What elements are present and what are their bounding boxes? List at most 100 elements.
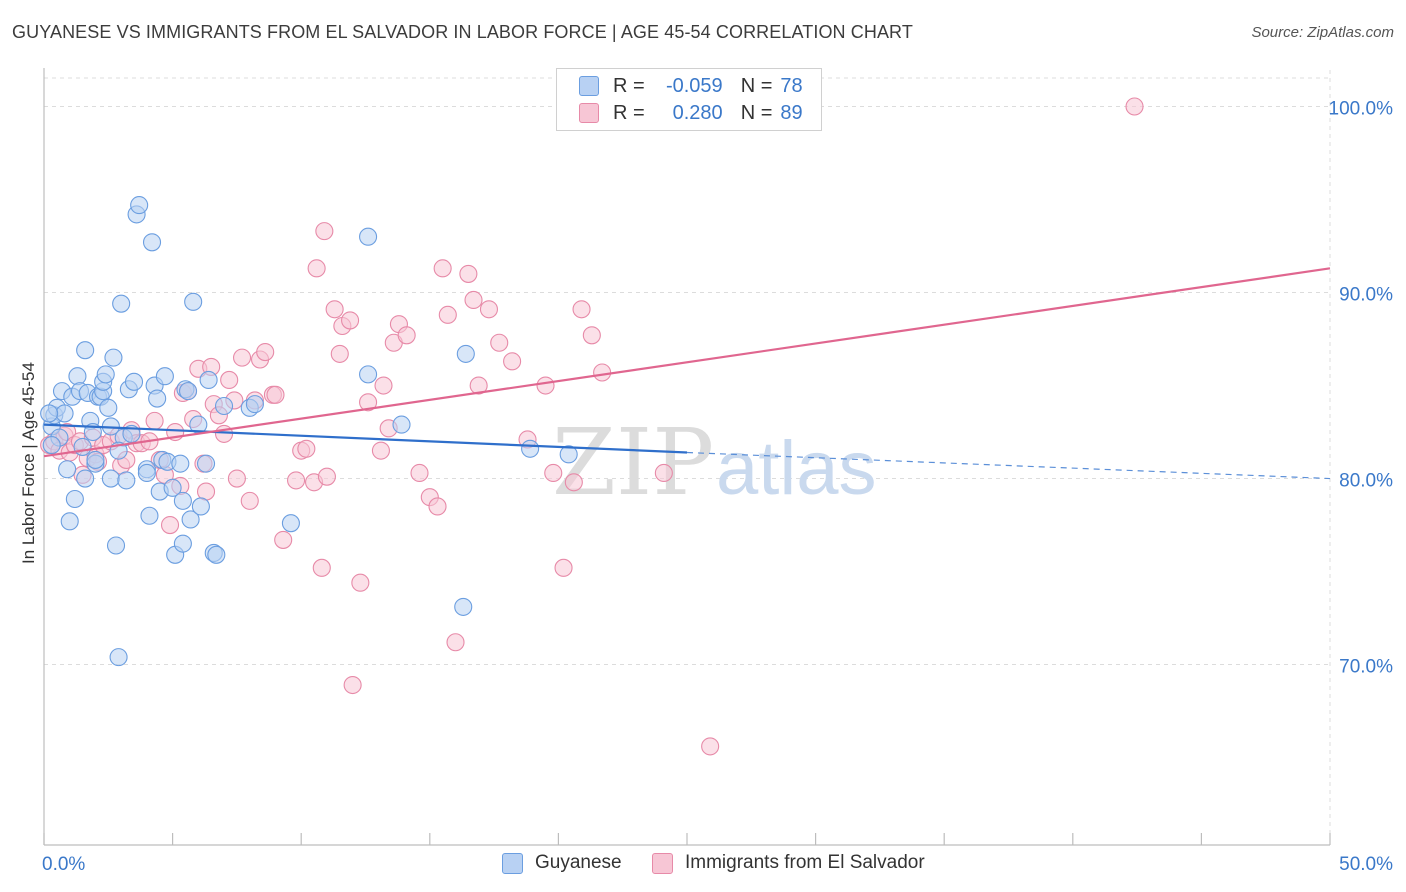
y-axis-label: In Labor Force | Age 45-54: [19, 362, 38, 564]
legend-n-value-el-salvador: 89: [780, 101, 803, 124]
axes: [43, 68, 1331, 846]
el-salvador-point: [160, 515, 180, 535]
el-salvador-point: [446, 633, 465, 652]
guyanese-point: [148, 389, 167, 408]
guyanese-point: [76, 469, 95, 488]
el-salvador-point: [220, 370, 239, 390]
legend-r-label: R =: [613, 74, 645, 97]
el-salvador-point: [274, 530, 293, 549]
guyanese-point: [199, 370, 218, 390]
el-salvador-trend-line: [43, 267, 1331, 458]
legend-swatch-el-salvador: [579, 103, 599, 123]
guyanese-point: [142, 233, 162, 252]
el-salvador-point: [240, 491, 259, 510]
x-tick-label: 0.0%: [42, 854, 85, 875]
guyanese-point: [40, 404, 59, 423]
bottom-legend-label-el-salvador: Immigrants from El Salvador: [685, 852, 925, 873]
legend-row-el-salvador: R = 0.280 N = 89: [579, 100, 803, 126]
el-salvador-point: [464, 290, 483, 310]
el-salvador-point: [564, 473, 583, 492]
guyanese-point: [42, 436, 61, 455]
y-tick-label: 70.0%: [1339, 657, 1393, 678]
guyanese-point: [104, 348, 123, 367]
el-salvador-point: [593, 363, 612, 382]
guyanese-point: [101, 469, 120, 488]
el-salvador-point: [410, 463, 429, 483]
el-salvador-point: [469, 376, 488, 395]
x-tick-label: 50.0%: [1339, 854, 1393, 875]
y-tick-label: 100.0%: [1329, 99, 1394, 120]
el-salvador-point: [572, 300, 591, 319]
y-tick-label: 80.0%: [1339, 471, 1393, 492]
guyanese-point: [559, 445, 578, 464]
guyanese-point: [392, 415, 411, 434]
el-salvador-point: [232, 348, 252, 367]
guyanese-point: [178, 382, 198, 401]
legend-n-label: N =: [740, 74, 773, 97]
guyanese-point: [196, 454, 216, 473]
chart-title: GUYANESE VS IMMIGRANTS FROM EL SALVADOR …: [12, 22, 913, 42]
el-salvador-point: [503, 352, 522, 371]
bottom-legend-swatch-guyanese: [502, 852, 523, 874]
watermark: ZIP atlas: [552, 409, 877, 516]
el-salvador-point: [438, 305, 457, 324]
el-salvador-point: [459, 264, 478, 283]
el-salvador-point: [479, 300, 499, 319]
guyanese-point: [359, 227, 378, 246]
guyanese-point: [76, 341, 95, 360]
el-salvador-point: [343, 675, 362, 695]
guyanese-point: [99, 398, 118, 417]
guyanese-point: [456, 344, 475, 363]
guyanese-point: [68, 367, 87, 386]
legend-row-guyanese: R = -0.059 N = 78: [579, 73, 803, 99]
legend-r-value-el-salvador: 0.280: [672, 101, 723, 124]
legend-n-label: N =: [740, 101, 773, 124]
guyanese-point: [454, 597, 473, 616]
el-salvador-point: [325, 300, 344, 319]
el-salvador-point: [317, 467, 336, 486]
bottom-legend-el-salvador: Immigrants from El Salvador: [652, 852, 925, 874]
el-salvador-point: [307, 259, 326, 278]
guyanese-point: [173, 491, 192, 510]
guyanese-point: [140, 506, 159, 525]
guyanese-point: [173, 534, 192, 553]
bottom-legend-label-guyanese: Guyanese: [535, 852, 622, 873]
watermark-atlas: atlas: [716, 426, 877, 511]
el-salvador-point: [374, 376, 393, 395]
guyanese-point: [214, 396, 234, 416]
el-salvador-point: [341, 311, 360, 330]
guyanese-point: [207, 545, 226, 564]
guyanese-point: [65, 489, 84, 509]
el-salvador-point: [297, 439, 316, 458]
el-salvador-point: [490, 333, 509, 352]
guyanese-point: [521, 439, 540, 458]
el-salvador-point: [554, 558, 573, 577]
el-salvador-point: [536, 376, 555, 395]
legend-r-label: R =: [613, 101, 645, 124]
guyanese-point: [124, 372, 144, 391]
el-salvador-point: [359, 393, 378, 412]
guyanese-point: [171, 454, 190, 473]
el-salvador-point: [287, 471, 306, 490]
el-salvador-point: [351, 573, 370, 592]
el-salvador-point: [1125, 97, 1144, 116]
el-salvador-point: [701, 737, 720, 756]
guyanese-point: [184, 292, 203, 311]
el-salvador-point: [330, 344, 349, 363]
guyanese-point: [245, 395, 264, 414]
y-tick-label: 90.0%: [1339, 285, 1393, 306]
bottom-legend-guyanese: Guyanese: [502, 852, 622, 874]
guyanese-point: [73, 437, 92, 456]
el-salvador-point: [397, 326, 416, 345]
el-salvador-point: [433, 259, 452, 278]
legend-swatch-guyanese: [579, 76, 599, 96]
el-salvador-point: [256, 342, 275, 362]
guyanese-point: [359, 365, 378, 384]
el-salvador-point: [582, 326, 601, 345]
el-salvador-point: [544, 463, 563, 483]
el-salvador-point: [227, 469, 246, 488]
el-salvador-point: [145, 411, 164, 430]
guyanese-point: [86, 450, 105, 469]
guyanese-point: [155, 367, 174, 386]
